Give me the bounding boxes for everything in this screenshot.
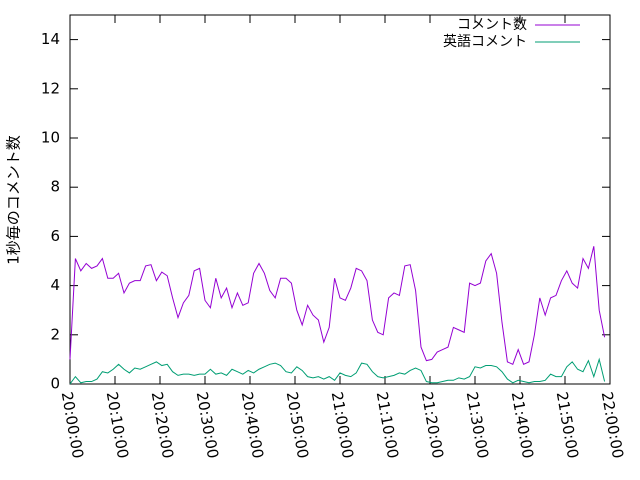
x-tick-label: 22:00:00 [598,390,627,459]
x-tick-label: 20:10:00 [103,390,132,459]
y-tick-label: 4 [50,276,60,294]
y-tick-label: 8 [50,178,60,196]
x-tick-label: 20:00:00 [58,390,87,459]
x-tick-label: 21:50:00 [553,390,582,459]
plot-frame [69,14,611,385]
x-tick-label: 21:20:00 [418,390,447,459]
y-tick-label: 0 [50,375,60,393]
legend-label: 英語コメント [443,33,527,50]
x-tick-label: 20:30:00 [193,390,222,459]
y-axis-label: 1秒毎のコメント数 [5,135,23,265]
legend-label: コメント数 [457,17,527,33]
x-tick-label: 20:20:00 [148,390,177,459]
x-tick-label: 20:50:00 [283,390,312,459]
x-tick-label: 20:40:00 [238,390,267,459]
x-tick-label: 21:30:00 [463,390,492,459]
series-line [69,246,606,365]
x-tick-label: 21:00:00 [328,390,357,459]
y-tick-label: 12 [41,79,60,97]
y-tick-label: 6 [50,227,60,245]
x-tick-label: 21:40:00 [508,390,537,459]
x-tick-label: 21:10:00 [373,390,402,459]
y-tick-label: 14 [41,30,60,48]
series-line [69,357,606,385]
y-tick-label: 2 [50,325,60,343]
y-tick-label: 10 [41,129,60,147]
